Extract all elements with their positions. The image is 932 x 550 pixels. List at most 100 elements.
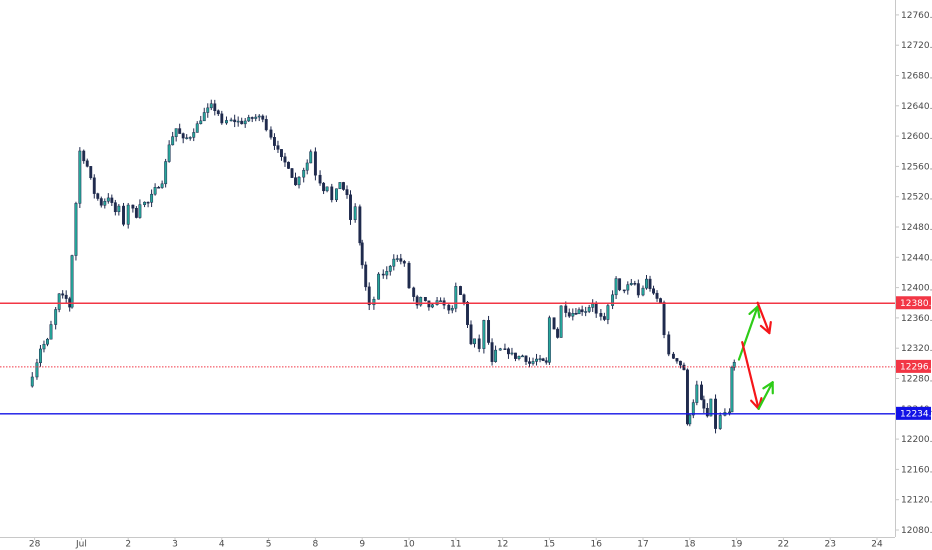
candle	[92, 174, 96, 199]
candle	[732, 359, 736, 371]
candle	[419, 296, 423, 307]
y-tick-label: 12160.0	[901, 465, 932, 475]
candle	[602, 312, 606, 322]
candle	[150, 189, 154, 208]
candle	[290, 168, 294, 178]
price-badge-label: 12234.0	[900, 410, 932, 420]
candle	[494, 345, 498, 363]
candle	[49, 320, 53, 340]
x-tick-label: 2	[125, 540, 131, 550]
candle	[577, 307, 581, 315]
candle	[206, 103, 210, 118]
candle	[571, 308, 575, 321]
candle	[322, 182, 326, 195]
y-tick-label: 12400.0	[901, 284, 932, 294]
candle	[283, 152, 287, 167]
candle	[675, 358, 679, 364]
candle	[250, 116, 254, 123]
candle	[35, 358, 39, 380]
candle	[503, 343, 507, 350]
candle	[487, 315, 491, 345]
candle	[122, 202, 125, 227]
candle	[641, 285, 645, 297]
candle	[247, 114, 251, 122]
candle	[466, 301, 469, 329]
candle	[78, 147, 82, 208]
candle	[240, 117, 244, 125]
candle	[531, 357, 535, 366]
arrow-annotation[interactable]	[741, 341, 763, 410]
candle	[645, 275, 648, 290]
x-tick-label: 12	[497, 540, 508, 550]
price-axis[interactable]: 12080.012120.012160.012200.012240.012280…	[895, 0, 932, 537]
y-tick-label: 12080.0	[901, 526, 932, 536]
y-tick-label: 12480.0	[901, 223, 932, 233]
candle	[385, 266, 389, 280]
arrow-annotation[interactable]	[737, 305, 761, 361]
candle	[702, 395, 706, 413]
candle	[377, 272, 381, 300]
candle	[580, 305, 584, 316]
candle	[54, 307, 58, 330]
candle	[178, 123, 182, 134]
x-tick-label: 8	[313, 540, 319, 550]
candle	[134, 206, 138, 219]
candle	[567, 308, 571, 318]
y-tick-label: 12760.0	[901, 11, 932, 21]
candle	[103, 198, 107, 209]
candle	[678, 360, 682, 369]
y-tick-label: 12200.0	[901, 435, 932, 445]
candle	[517, 355, 521, 361]
x-tick-label: 3	[172, 540, 178, 550]
candle	[564, 301, 568, 318]
price-badge-label: 12380.0	[900, 299, 932, 309]
candle	[61, 290, 65, 299]
candle	[412, 286, 416, 302]
candle	[335, 188, 338, 203]
candle	[447, 303, 451, 314]
candle	[167, 140, 171, 163]
candle	[606, 303, 610, 325]
candle	[367, 282, 371, 311]
candle	[143, 201, 147, 208]
candle	[157, 185, 161, 189]
x-tick-label: 9	[359, 540, 365, 550]
candle	[233, 114, 237, 128]
candle	[220, 110, 224, 125]
candle	[280, 149, 283, 161]
candle	[686, 368, 689, 426]
candle	[402, 259, 406, 267]
price-badges-layer: 12380.0 12296.0 12234.0	[896, 296, 932, 420]
candle	[64, 290, 68, 304]
candle	[688, 413, 692, 427]
candle	[39, 344, 42, 367]
candle	[113, 199, 117, 216]
candle	[648, 275, 652, 292]
candle	[392, 254, 396, 271]
candle	[435, 297, 439, 306]
candle	[490, 338, 494, 366]
y-tick-label: 12640.0	[901, 102, 932, 112]
price-badge: 12234.0	[896, 406, 932, 420]
candle	[254, 114, 258, 122]
candle	[294, 172, 297, 186]
candle	[691, 399, 695, 419]
candle	[662, 300, 666, 339]
arrow-annotation[interactable]	[757, 381, 774, 410]
candle	[695, 380, 699, 406]
candle	[82, 149, 86, 164]
arrow-annotation[interactable]	[756, 301, 772, 335]
candle	[514, 352, 517, 362]
candle	[313, 147, 317, 181]
time-axis[interactable]: 28 Jul 2 3 4 5 8 9 10 11 12 15 16 17 18 19 22 23 24	[0, 537, 895, 550]
x-tick-label: 4	[219, 540, 225, 550]
candle	[395, 254, 399, 262]
x-tick-label: 28	[29, 540, 41, 550]
candle	[510, 347, 514, 356]
candle	[388, 264, 392, 276]
candle	[202, 107, 206, 122]
candle	[652, 285, 655, 295]
candle	[68, 296, 72, 312]
candle	[209, 99, 213, 111]
